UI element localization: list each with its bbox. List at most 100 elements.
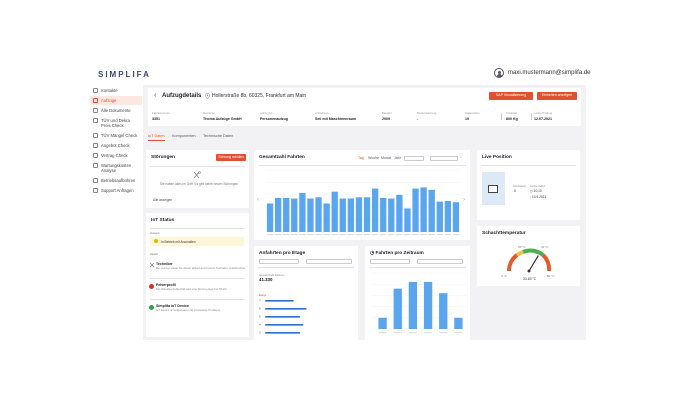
operation-icon [93,178,98,183]
period-woche[interactable]: Woche [368,156,380,160]
fahrten-title: Gesamtzahl Fahrten [259,155,305,160]
meta-divider [501,113,502,120]
sidebar-item-dokumente[interactable]: Alle Dokumente [90,106,142,115]
tab-komponenten[interactable]: Komponenten [172,134,196,138]
chart-prev-icon[interactable]: ‹ [257,197,259,203]
document-icon [93,108,98,113]
tab-iot-daten[interactable]: IoT Daten [148,134,165,141]
status-banner: In Betrieb mit Anomalien [150,237,244,246]
stoerungen-title: Störungen [151,155,175,160]
meta-fabriknummer: Fabriknummer 3351 [152,111,171,121]
elevator-shaft [482,172,505,205]
iot-row-techniker: Techniker Der Aufzug wartet bis dieser ak… [156,262,246,270]
x-tick-label [323,234,330,236]
zeitraum-bar [378,317,387,329]
elevator-meta: Fabriknummer 3351 Hersteller Thoma Aufzüge… [148,111,581,123]
chart-next-icon[interactable]: › [463,197,465,203]
ok-status-icon [149,305,154,310]
sidebar-item-vertrag[interactable]: Vertrag Check [90,151,142,160]
sap-visualization-button[interactable]: SAP Visualisierung [489,92,533,100]
live-position-title: Live Position [482,155,512,160]
user-menu[interactable]: maxi.mustermann@simplifa.de [494,68,590,78]
fahrten-bar [355,197,363,232]
x-tick-label [315,234,322,236]
floor-label: 7 [259,299,261,303]
x-tick-label [275,234,282,236]
temperature-gauge: 20 °C 41 °C 0 °C 50 °C 33.69 °C [501,245,555,281]
gauge-needle [528,255,539,272]
x-tick-label [267,234,274,236]
fahrten-bar [444,201,452,232]
meta-tragkraft: Tragkraft 800 Kg [506,111,518,121]
etage-date-from[interactable] [259,259,299,264]
period-monat[interactable]: Monat [381,156,391,160]
date-from-input[interactable] [404,156,424,161]
sidebar-item-wartungskosten[interactable]: Wartungskosten Analyse [90,161,142,175]
fahrten-bar [347,198,355,232]
elevator-icon [93,98,98,103]
meta-divider [531,113,532,120]
zeitraum-bar [408,281,418,329]
etage-date-to[interactable] [306,259,352,264]
stoerungen-card: Störungen Störung melden Sie haben alles… [146,150,249,208]
x-tick-label [420,234,427,236]
tab-technische-daten[interactable]: Technische Daten [203,134,234,138]
sidebar-item-tuev-maengel[interactable]: TÜV Mängel Check [90,131,142,140]
x-tick-label [428,234,435,236]
x-tick-label [380,234,387,236]
x-tick-label [378,332,387,334]
floor-header: Etage [259,293,267,297]
floor-label: 5 [259,315,261,319]
meta-letzte-pruefung: Letzte Prüfung 12.07.2021 [534,111,553,121]
sidebar-item-angebot[interactable]: Angebot Check [90,141,142,150]
floor-bar [265,324,304,326]
gauge-low-segment [507,253,519,272]
sidebar-item-aufzuege[interactable]: Aufzüge [90,96,142,105]
sidebar: Kontakte Aufzüge Alle Dokumente TÜV und … [90,86,142,331]
gauge-max-label: 41 °C [541,245,549,249]
fahrten-bar [436,201,443,232]
show-all-link[interactable]: Alle anzeigen [153,198,173,202]
period-jahr[interactable]: Jahr [394,156,401,160]
x-tick-label [339,234,346,236]
iot-row-device: Simplifa IoT Device IoT Device ist aufgel… [156,304,221,312]
x-tick-label [404,234,411,236]
iot-row-fehlerprofil: Fehlerprofil Ein aktuelles Fehlerbild wir… [156,283,227,291]
meta-haltestellen: Haltestellen 10 [465,111,480,121]
fahrten-bar [388,198,395,232]
zeitraum-date-from[interactable] [370,259,410,264]
divider [150,299,245,300]
period-tag[interactable]: Tag [358,156,364,160]
sidebar-item-tuev-dekra[interactable]: TÜV und Dekra Preis Check [90,116,142,130]
x-tick-label [283,234,290,236]
gauge-mid-segment [515,250,524,257]
temperature-title: Schachttemperatur [482,231,526,236]
x-tick-label [355,234,362,236]
x-tick-label [291,234,298,236]
tools-icon [193,171,201,179]
calendar-icon[interactable]: ▫ [460,155,462,161]
x-tick-label [307,234,314,236]
fahrten-bar [428,189,435,232]
report-fault-button[interactable]: Störung melden [216,154,246,161]
sidebar-item-support[interactable]: Support Anfragen [90,186,142,195]
sidebar-item-kontakte[interactable]: Kontakte [90,86,142,95]
divider [369,267,466,268]
show-units-button[interactable]: Einheiten anzeigen [537,92,577,100]
zeitraum-chart [371,272,466,334]
meta-baujahr: Baujahr 2009 [382,111,392,121]
date-to-input[interactable] [430,156,458,161]
x-tick-label [436,234,443,236]
status-text: In Betrieb mit Anomalien [161,239,196,244]
warning-icon [154,239,158,243]
x-tick-label [408,332,417,334]
gauge-min-label: 20 °C [518,245,526,249]
divider [258,165,466,166]
back-arrow-icon[interactable]: ‹ [154,92,157,99]
gauge-ok-segment [522,248,545,257]
sidebar-item-betrieb[interactable]: Betriebsaufbühren [90,176,142,185]
zeitraum-date-to[interactable] [417,259,463,264]
gauge-high-label: 50 °C [547,274,555,278]
address: Hollerstraße 8b, 60325, Frankfurt am Mai… [212,93,307,99]
